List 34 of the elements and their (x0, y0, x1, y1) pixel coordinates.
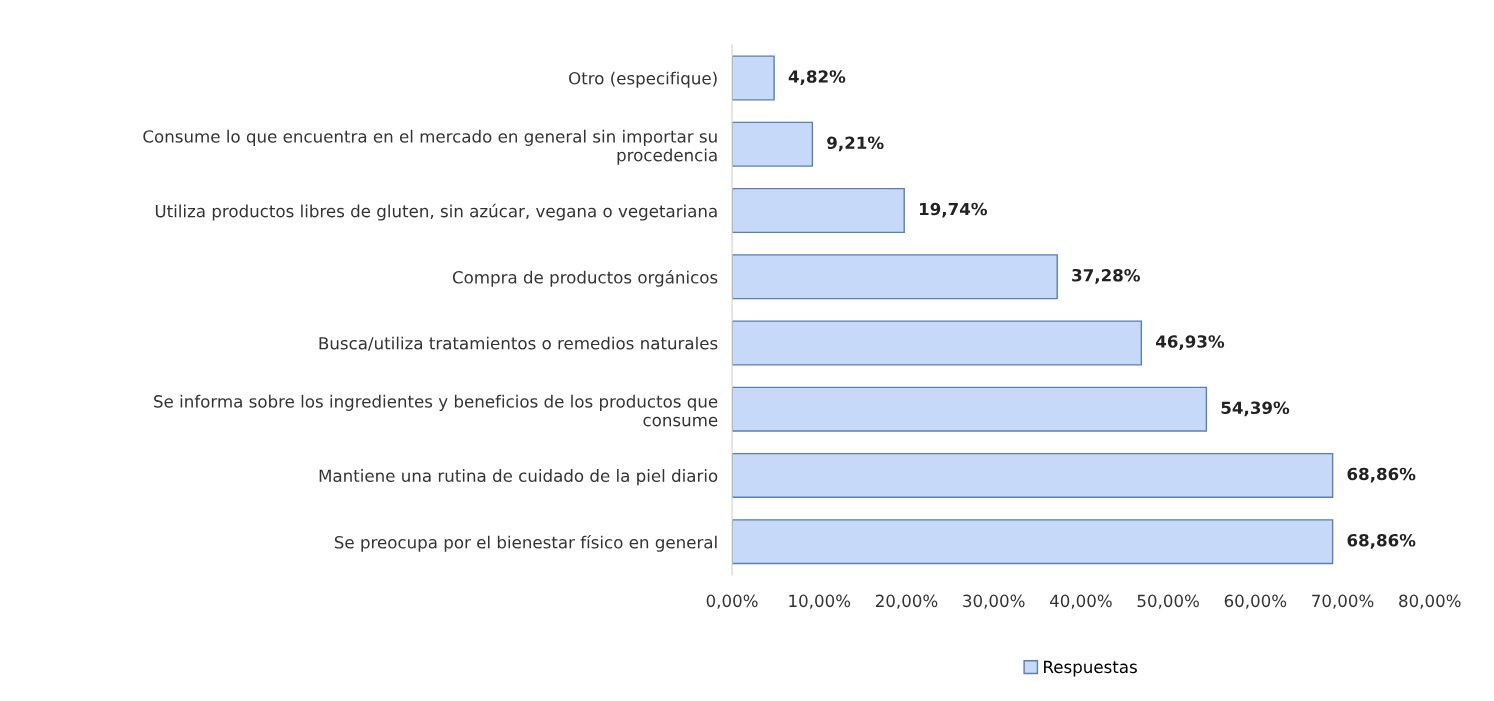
y-tick-label: Busca/utiliza tratamientos o remedios naturales (319, 336, 718, 351)
x-tick-label: 40,00% (1049, 594, 1112, 609)
bar (732, 254, 1058, 300)
bar (732, 55, 775, 101)
x-tick-label: 80,00% (1399, 594, 1461, 609)
bar (732, 121, 814, 167)
x-tick-label: 60,00% (1224, 594, 1287, 609)
data-label: 68,86% (1347, 467, 1416, 483)
data-label: 19,74% (919, 202, 987, 218)
y-tick-label: Mantiene una rutina de cuidado de la piel diario (319, 469, 718, 486)
y-tick-label: Se preocupa por el bienestar físico en general (334, 535, 717, 552)
bar (732, 386, 1208, 432)
x-tick-label: 20,00% (875, 594, 938, 609)
x-tick-label: 30,00% (963, 594, 1025, 609)
bar (732, 452, 1334, 499)
bar (732, 519, 1334, 565)
data-label: 68,86% (1347, 533, 1416, 549)
y-tick-label: Compra de productos orgánicos (452, 270, 718, 287)
x-tick-label: 50,00% (1137, 594, 1199, 609)
data-label: 54,39% (1221, 401, 1290, 417)
data-label: 37,28% (1072, 268, 1140, 284)
y-tick-label: Consume lo que encuentra en el mercado en general sin importar su procedencia (143, 129, 717, 165)
x-tick-label: 70,00% (1312, 594, 1374, 609)
bar (732, 320, 1143, 366)
x-tick-label: 0,00% (706, 594, 758, 609)
x-tick-label: 10,00% (789, 594, 851, 609)
y-tick-label: Otro (especifique) (569, 71, 717, 88)
data-label: 9,21% (827, 136, 884, 152)
bar (732, 187, 905, 234)
data-label: 4,82% (788, 70, 846, 85)
y-tick-label: Utiliza productos libres de gluten, sin azúcar, vegana o vegetariana (155, 203, 717, 221)
y-tick-label: Se informa sobre los ingredientes y beneficios de los productos que consume (154, 394, 718, 427)
data-label: 46,93% (1155, 335, 1225, 350)
legend-label: Respuestas (1044, 660, 1137, 677)
